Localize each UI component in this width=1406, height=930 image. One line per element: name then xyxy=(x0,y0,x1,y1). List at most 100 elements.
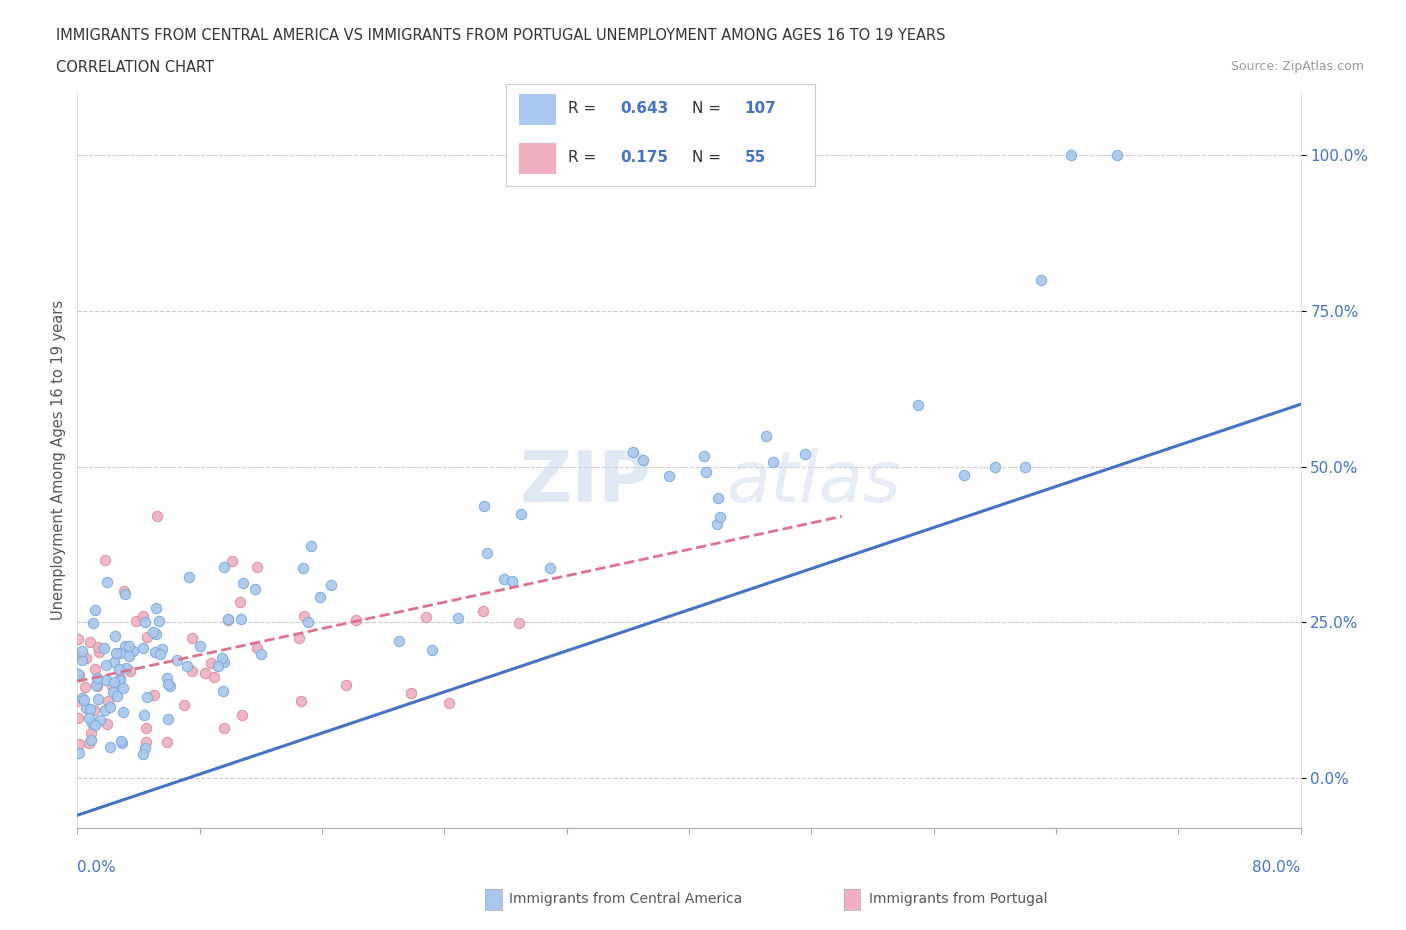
Point xyxy=(70,690,93,705)
Point xyxy=(114,638,136,653)
Point xyxy=(108,645,131,660)
Point xyxy=(229,612,252,627)
Point xyxy=(190,638,212,653)
Point xyxy=(420,643,443,658)
Point xyxy=(83,703,105,718)
Point xyxy=(309,589,332,604)
Point xyxy=(150,642,173,657)
Point xyxy=(292,609,315,624)
Point xyxy=(212,560,235,575)
Point xyxy=(132,747,155,762)
Point xyxy=(477,546,499,561)
Point xyxy=(67,746,90,761)
Point xyxy=(111,736,134,751)
Point xyxy=(243,582,266,597)
Point xyxy=(86,677,108,692)
Point xyxy=(94,702,117,717)
Point xyxy=(156,711,179,726)
Point xyxy=(118,664,141,679)
Point xyxy=(118,648,141,663)
Point xyxy=(67,631,90,646)
Point xyxy=(143,645,166,660)
Point xyxy=(621,445,644,459)
Point xyxy=(145,601,167,616)
Point xyxy=(218,611,240,626)
Point xyxy=(70,652,93,667)
Point xyxy=(706,516,728,531)
Point xyxy=(104,645,127,660)
Point xyxy=(94,672,117,687)
Point xyxy=(66,694,89,709)
Point xyxy=(77,736,100,751)
Point xyxy=(96,575,118,590)
Point xyxy=(693,448,716,463)
Point xyxy=(344,613,367,628)
Text: 107: 107 xyxy=(744,100,776,115)
Point xyxy=(134,615,156,630)
Point xyxy=(86,671,108,685)
Point xyxy=(101,684,124,699)
Point xyxy=(87,644,110,659)
Point xyxy=(79,702,101,717)
Point xyxy=(142,687,165,702)
Point xyxy=(67,737,90,751)
Point xyxy=(80,725,103,740)
Point xyxy=(86,678,108,693)
Point xyxy=(335,678,357,693)
Point xyxy=(658,469,681,484)
Point xyxy=(211,651,233,666)
Text: Immigrants from Central America: Immigrants from Central America xyxy=(509,892,742,907)
Point xyxy=(221,554,243,569)
Point xyxy=(953,468,976,483)
Point xyxy=(86,640,108,655)
Point xyxy=(246,560,269,575)
Point xyxy=(157,676,180,691)
FancyBboxPatch shape xyxy=(519,94,555,125)
Point xyxy=(73,680,96,695)
Point xyxy=(87,691,110,706)
Point xyxy=(66,711,89,725)
Point xyxy=(231,707,253,722)
Point xyxy=(180,631,202,645)
Point xyxy=(134,740,156,755)
Point xyxy=(200,656,222,671)
Text: R =: R = xyxy=(568,100,602,115)
Point xyxy=(70,644,93,658)
Point xyxy=(118,638,141,653)
Point xyxy=(501,574,523,589)
Point xyxy=(631,453,654,468)
Point xyxy=(793,446,815,461)
Text: CORRELATION CHART: CORRELATION CHART xyxy=(56,60,214,75)
Point xyxy=(399,685,422,700)
Point xyxy=(291,561,314,576)
Point xyxy=(111,704,134,719)
Point xyxy=(122,644,145,658)
Text: 0.643: 0.643 xyxy=(620,100,669,115)
Point xyxy=(212,684,235,698)
Point xyxy=(510,506,533,521)
Point xyxy=(136,630,159,644)
Text: 55: 55 xyxy=(744,150,766,165)
Point xyxy=(907,397,929,412)
Point xyxy=(494,571,516,586)
Point xyxy=(80,716,103,731)
Point xyxy=(135,735,157,750)
Point xyxy=(75,700,97,715)
Point xyxy=(101,678,124,693)
Point xyxy=(132,608,155,623)
Point xyxy=(89,712,111,727)
Point xyxy=(66,667,89,682)
Point xyxy=(111,681,134,696)
Point xyxy=(290,694,312,709)
Point xyxy=(82,616,104,631)
Point xyxy=(103,674,125,689)
Point xyxy=(104,629,127,644)
Point xyxy=(125,613,148,628)
Point xyxy=(1107,148,1129,163)
Text: R =: R = xyxy=(568,150,602,165)
Point xyxy=(388,633,411,648)
Point xyxy=(93,641,115,656)
Text: N =: N = xyxy=(692,100,725,115)
Text: ZIP: ZIP xyxy=(520,448,652,517)
Point xyxy=(246,641,269,656)
